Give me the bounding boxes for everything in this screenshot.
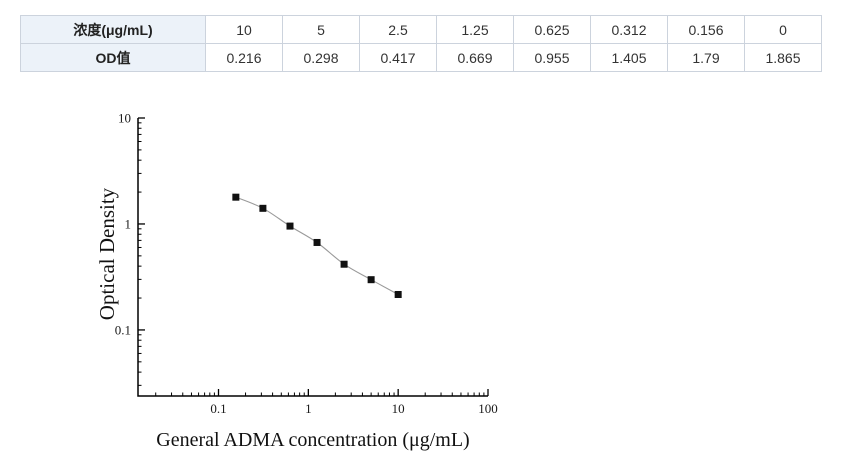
x-tick-label: 10 [392,401,405,416]
data-point-marker [340,260,348,268]
od-row-label: OD值 [20,43,206,72]
data-point-marker [313,238,321,246]
concentration-cell: 0.156 [667,15,745,44]
x-axis-label: General ADMA concentration (μg/mL) [156,429,470,451]
concentration-cell: 0.312 [590,15,668,44]
axes [137,118,488,397]
concentration-cell: 2.5 [359,15,437,44]
od-value-cell: 0.955 [513,43,591,72]
od-value-cell: 0.669 [436,43,514,72]
od-value-cell: 0.298 [282,43,360,72]
od-value-cell: 1.865 [744,43,822,72]
y-tick-label: 1 [125,216,132,231]
table-row-od: OD值 0.216 0.298 0.417 0.669 0.955 1.405 1.79 1.… [20,43,822,72]
od-value-cell: 1.79 [667,43,745,72]
y-tick-label: 0.1 [115,322,131,337]
data-point-marker [232,193,240,201]
x-tick-label: 100 [478,401,498,416]
y-axis-label: Optical Density [95,187,119,321]
od-value-cell: 0.216 [205,43,283,72]
data-point-marker [394,290,402,298]
concentration-row-label: 浓度(μg/mL) [20,15,206,44]
x-tick-label: 0.1 [210,401,226,416]
concentration-cell: 1.25 [436,15,514,44]
od-value-cell: 0.417 [359,43,437,72]
data-point-marker [367,276,375,284]
od-value-cell: 1.405 [590,43,668,72]
data-point-marker [286,222,294,230]
concentration-cell: 0.625 [513,15,591,44]
x-tick-label: 1 [305,401,312,416]
standard-data-table: 浓度(μg/mL) 10 5 2.5 1.25 0.625 0.312 0.156 0 OD值… [20,15,822,72]
y-tick-label: 10 [118,111,131,126]
data-point-marker [259,204,267,212]
